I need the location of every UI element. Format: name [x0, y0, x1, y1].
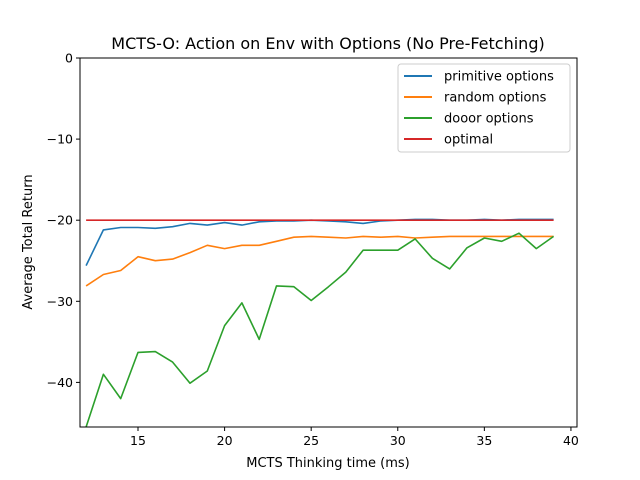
- x-tick-label: 30: [390, 433, 406, 448]
- legend-label: primitive options: [444, 70, 554, 85]
- y-tick-label: 0: [65, 51, 73, 66]
- series-line-dooor-options: [85, 232, 555, 427]
- series-line-primitive-options: [85, 218, 554, 266]
- legend-box: [397, 63, 571, 153]
- series-line-random-options: [85, 235, 554, 287]
- x-tick-label: 25: [303, 433, 319, 448]
- legend: primitive options random options dooor opt…: [397, 63, 571, 153]
- y-tick-label: −30: [47, 294, 73, 309]
- series-lines: [85, 218, 555, 427]
- x-tick-label: 40: [563, 433, 579, 448]
- chart-title: MCTS-O: Action on Env with Options (No P…: [111, 34, 544, 53]
- plot-frame: [79, 57, 578, 428]
- x-tick-label: 15: [130, 433, 146, 448]
- x-axis-ticks: 15 20 25 30 35 40: [130, 427, 579, 448]
- x-tick-label: 35: [476, 433, 492, 448]
- y-tick-label: −10: [47, 132, 73, 147]
- legend-label: optimal: [444, 133, 493, 148]
- y-axis-label: Average Total Return: [21, 174, 36, 309]
- y-tick-label: −40: [47, 375, 73, 390]
- y-axis-ticks: 0 −10 −20 −30 −40: [47, 51, 80, 390]
- x-axis-label: MCTS Thinking time (ms): [246, 456, 410, 471]
- legend-label: dooor options: [444, 112, 534, 127]
- legend-label: random options: [444, 91, 547, 106]
- y-tick-label: −20: [47, 213, 73, 228]
- x-tick-label: 20: [217, 433, 233, 448]
